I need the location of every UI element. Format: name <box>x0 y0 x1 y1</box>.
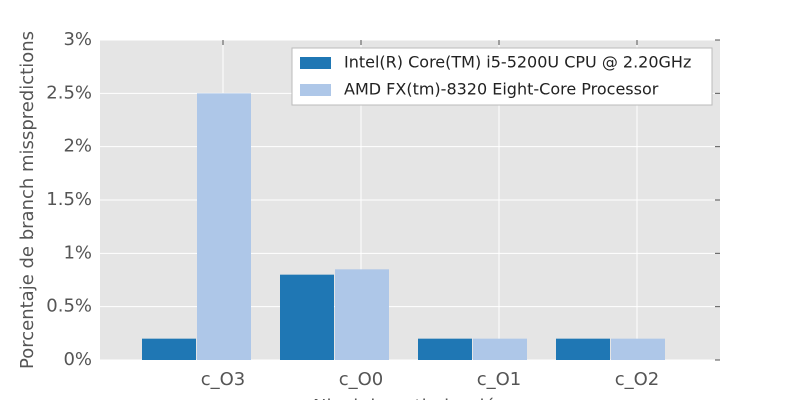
x-tick-label: c_O2 <box>615 369 660 390</box>
y-tick-label: 0.5% <box>46 296 92 317</box>
y-axis-label: Porcentaje de branch misspredictions <box>17 31 38 369</box>
bar <box>142 338 196 360</box>
y-tick-label: 0% <box>63 349 92 370</box>
bar <box>611 338 665 360</box>
bar <box>197 93 251 360</box>
y-tick-label: 2% <box>63 136 92 157</box>
legend-swatch <box>300 84 331 96</box>
legend-label: AMD FX(tm)-8320 Eight-Core Processor <box>344 80 659 99</box>
bar <box>335 269 389 360</box>
y-tick-label: 2.5% <box>46 82 92 103</box>
bar <box>556 338 610 360</box>
x-tick-label: c_O0 <box>339 369 384 390</box>
y-tick-label: 1% <box>63 242 92 263</box>
x-tick-label: c_O1 <box>477 369 522 390</box>
legend-swatch <box>300 57 331 69</box>
legend-label: Intel(R) Core(TM) i5-5200U CPU @ 2.20GHz <box>344 53 691 72</box>
bar <box>473 338 527 360</box>
x-tick-label: c_O3 <box>201 369 246 390</box>
legend-box <box>291 47 713 106</box>
bar <box>418 338 472 360</box>
y-tick-label: 1.5% <box>46 189 92 210</box>
bar <box>280 274 334 360</box>
y-tick-label: 3% <box>63 29 92 50</box>
x-axis-label: Nivel de optimización <box>313 396 507 400</box>
